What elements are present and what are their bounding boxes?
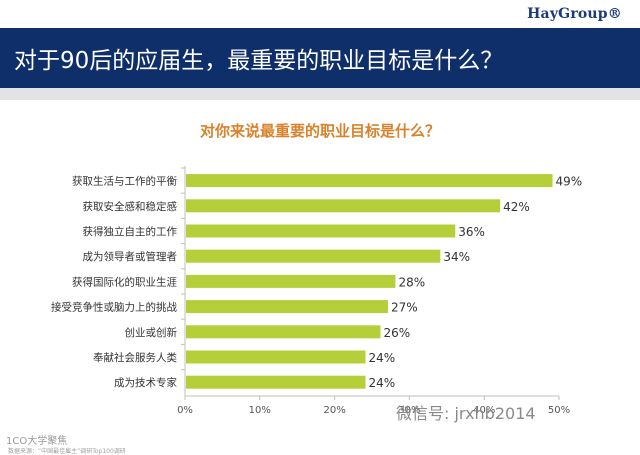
bar — [186, 174, 553, 188]
divider-strip — [0, 88, 640, 100]
x-tick-label: 30% — [398, 405, 420, 416]
bar — [186, 375, 366, 389]
category-label: 获得国际化的职业生涯 — [72, 275, 177, 288]
bar — [186, 249, 441, 263]
category-label: 创业或创新 — [125, 326, 178, 339]
value-label: 26% — [383, 326, 410, 340]
title-bar: 对于90后的应届生，最重要的职业目标是什么？ — [0, 28, 640, 88]
haygroup-logo: HayGroup® — [527, 6, 622, 22]
x-tick-label: 20% — [323, 405, 345, 416]
bar — [186, 199, 501, 213]
x-tick-label: 10% — [249, 405, 271, 416]
value-label: 24% — [369, 351, 396, 365]
chart-title: 对你来说最重要的职业目标是什么？ — [199, 122, 440, 140]
value-label: 36% — [458, 225, 485, 239]
category-label: 获得独立自主的工作 — [83, 225, 178, 238]
value-label: 42% — [503, 200, 530, 214]
value-label: 28% — [398, 275, 425, 289]
value-label: 24% — [369, 376, 396, 390]
x-tick-label: 0% — [177, 405, 193, 416]
category-label: 成为技术专家 — [114, 376, 177, 389]
bar — [186, 325, 381, 339]
category-label: 成为领导者或管理者 — [83, 250, 178, 263]
category-label: 获取安全感和稳定感 — [83, 200, 178, 213]
source-note: 数据来源：“中国最佳雇主”调研Top100调研 — [8, 448, 126, 455]
value-label: 49% — [556, 175, 583, 189]
value-label: 34% — [443, 250, 470, 264]
category-label: 奉献社会服务人类 — [93, 351, 177, 364]
bar — [186, 300, 388, 314]
bar — [186, 274, 396, 288]
footer-logo-mark: 1CO大学聚焦 — [6, 436, 68, 447]
x-tick-label: 50% — [548, 405, 570, 416]
page-title: 对于90后的应届生，最重要的职业目标是什么？ — [14, 48, 504, 74]
bar — [186, 224, 456, 238]
x-tick-label: 40% — [473, 405, 495, 416]
wechat-watermark: 微信号: jrxhb2014 — [396, 404, 536, 423]
bar — [186, 350, 366, 364]
category-label: 接受竞争性或脑力上的挑战 — [51, 301, 177, 314]
category-label: 获取生活与工作的平衡 — [72, 175, 177, 188]
value-label: 27% — [391, 301, 418, 315]
